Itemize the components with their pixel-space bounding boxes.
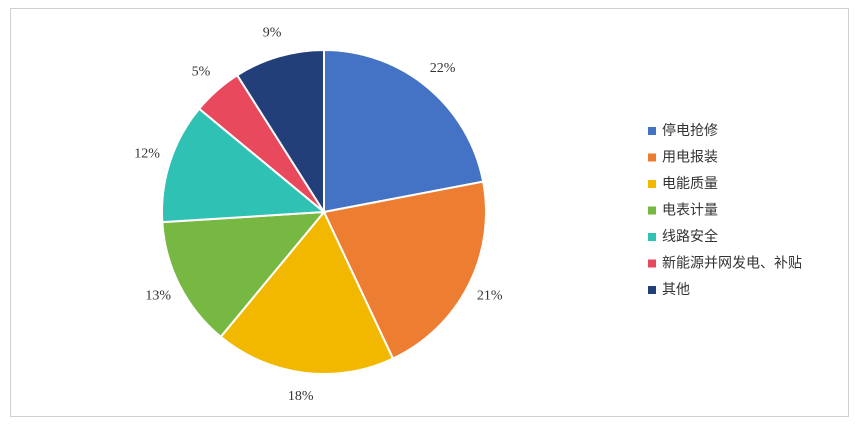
data-label: 18% xyxy=(288,389,314,404)
legend-label: 电表计量 xyxy=(662,203,718,219)
legend-label: 电能质量 xyxy=(662,176,718,192)
pie-slice xyxy=(161,210,327,339)
legend-label: 其他 xyxy=(662,282,690,298)
legend-label: 用电报装 xyxy=(662,150,718,166)
data-label: 21% xyxy=(477,289,503,304)
pie-slice xyxy=(323,48,485,214)
pie-slice xyxy=(161,107,327,224)
data-label: 13% xyxy=(145,289,171,304)
legend-swatch xyxy=(648,286,656,294)
legend-swatch xyxy=(648,127,656,135)
legend-swatch xyxy=(648,180,656,188)
legend-swatch xyxy=(648,153,656,162)
pie-slice xyxy=(322,180,487,360)
pie-slice xyxy=(235,48,325,216)
data-label: 5% xyxy=(192,65,211,80)
pie-slice xyxy=(219,210,395,375)
legend-swatch xyxy=(648,259,656,268)
data-label: 9% xyxy=(263,26,282,41)
legend-swatch xyxy=(648,233,656,241)
data-label: 22% xyxy=(430,61,456,76)
chart-frame xyxy=(10,8,849,417)
legend-label: 线路安全 xyxy=(662,228,718,245)
data-label: 12% xyxy=(134,147,160,162)
legend-label: 新能源并网发电、补贴 xyxy=(662,256,802,272)
legend-swatch xyxy=(648,206,656,215)
legend-label: 停电抢修 xyxy=(662,122,718,139)
